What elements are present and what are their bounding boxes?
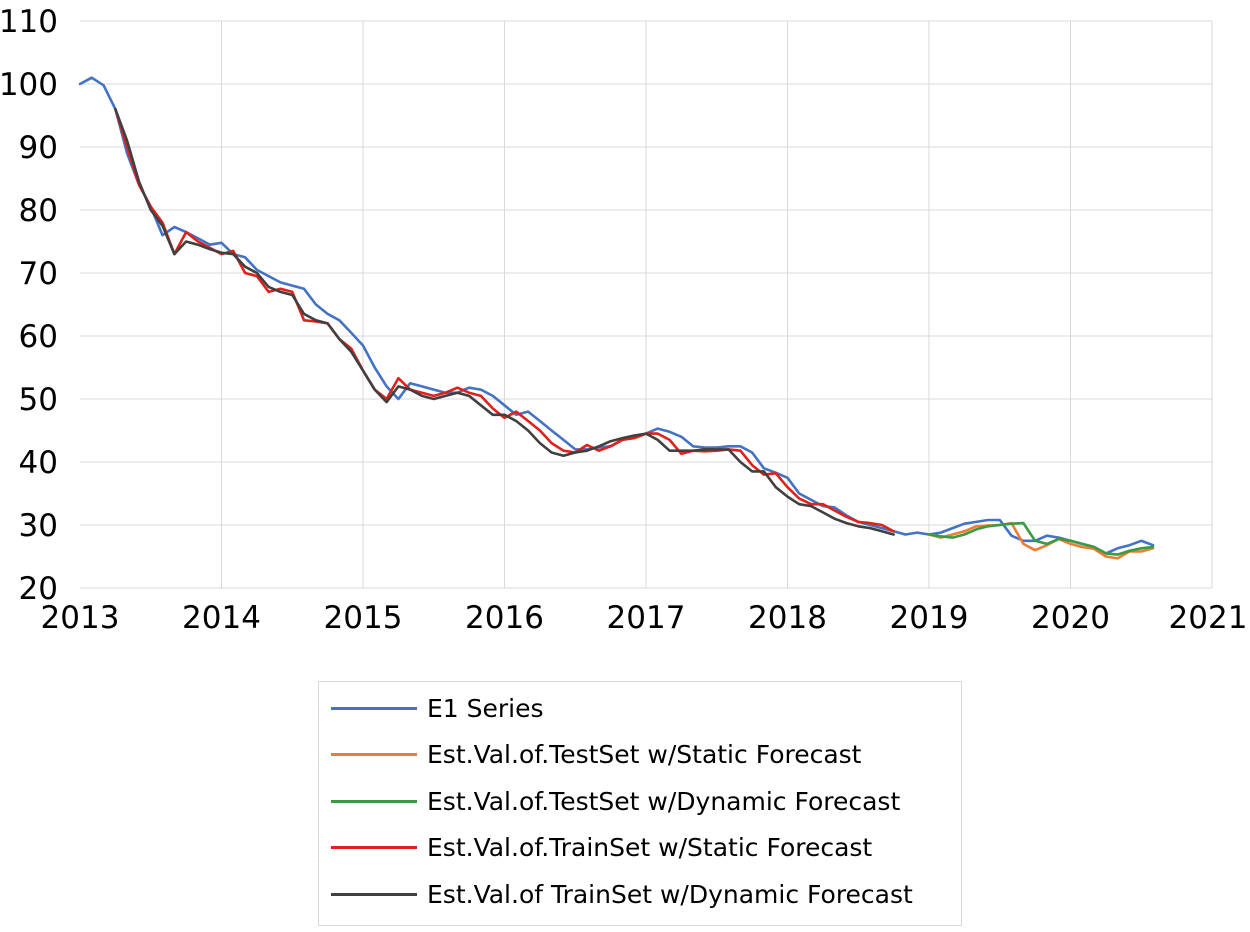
gridlines bbox=[80, 20, 1213, 589]
x-tick-label: 2014 bbox=[182, 600, 261, 636]
legend-label: Est.Val.of.TrainSet w/Static Forecast bbox=[427, 833, 873, 862]
legend-swatch bbox=[331, 753, 417, 756]
legend: E1 Series Est.Val.of.TestSet w/Static For… bbox=[318, 681, 962, 926]
x-tick-label: 2020 bbox=[1031, 600, 1110, 636]
y-tick-label: 40 bbox=[19, 445, 58, 481]
legend-swatch bbox=[331, 706, 417, 710]
x-tick-label: 2013 bbox=[41, 600, 120, 636]
x-tick-label: 2015 bbox=[324, 600, 403, 636]
x-tick-label: 2018 bbox=[748, 600, 827, 636]
x-axis-tick-labels: 2013 2014 2015 2016 2017 2018 2019 2020 2021 bbox=[41, 600, 1248, 636]
series-line-e1-series bbox=[78, 76, 1155, 555]
legend-entry: E1 Series bbox=[331, 688, 544, 728]
y-tick-label: 50 bbox=[19, 382, 58, 418]
y-tick-label: 110 bbox=[0, 4, 58, 40]
y-tick-label: 30 bbox=[19, 508, 58, 544]
y-tick-label: 60 bbox=[19, 319, 58, 355]
legend-entry: Est.Val.of.TrainSet w/Static Forecast bbox=[331, 828, 872, 868]
legend-entry: Est.Val.of TrainSet w/Dynamic Forecast bbox=[331, 874, 913, 914]
legend-swatch bbox=[331, 846, 417, 849]
y-tick-label: 20 bbox=[19, 571, 58, 607]
legend-label: Est.Val.of.TestSet w/Dynamic Forecast bbox=[427, 786, 901, 816]
legend-swatch bbox=[331, 892, 417, 896]
x-tick-label: 2017 bbox=[607, 600, 686, 636]
y-tick-label: 80 bbox=[19, 193, 58, 229]
legend-label: Est.Val.of TrainSet w/Dynamic Forecast bbox=[427, 879, 913, 909]
x-tick-label: 2021 bbox=[1169, 600, 1248, 636]
series-line-est-val-of-testset-w-static-forecast bbox=[927, 521, 1155, 560]
x-tick-label: 2016 bbox=[465, 600, 544, 636]
series-line-est-val-of-trainset-w-dynamic-forecast bbox=[114, 107, 895, 536]
legend-entry: Est.Val.of.TestSet w/Static Forecast bbox=[331, 735, 862, 775]
legend-label: E1 Series bbox=[427, 693, 544, 723]
series-line-est-val-of-trainset-w-static-forecast bbox=[114, 107, 895, 533]
series-line-est-val-of-testset-w-dynamic-forecast bbox=[927, 521, 1155, 556]
y-tick-label: 90 bbox=[19, 130, 58, 166]
y-tick-label: 100 bbox=[0, 67, 58, 103]
y-tick-label: 70 bbox=[19, 256, 58, 292]
legend-entry: Est.Val.of.TestSet w/Dynamic Forecast bbox=[331, 781, 900, 821]
legend-swatch bbox=[331, 799, 417, 803]
legend-label: Est.Val.of.TestSet w/Static Forecast bbox=[427, 740, 862, 769]
x-tick-label: 2019 bbox=[890, 600, 969, 636]
series-lines bbox=[78, 76, 1155, 560]
y-axis-tick-labels: 20 30 40 50 60 70 80 90 100 110 bbox=[0, 4, 58, 607]
